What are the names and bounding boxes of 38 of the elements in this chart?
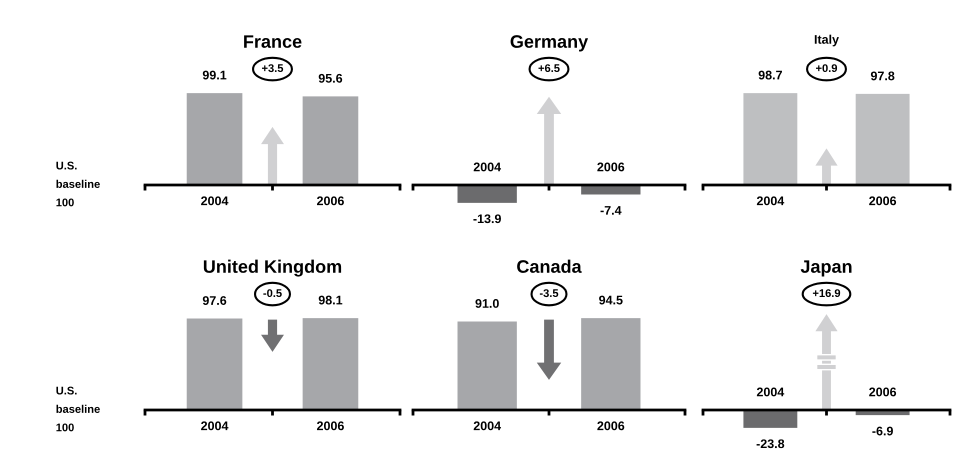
chart-title: Canada — [517, 260, 582, 273]
data-label: -13.9 — [473, 214, 501, 224]
chart-title: Japan — [800, 260, 852, 277]
x-tick-label: 2006 — [597, 421, 624, 430]
chart-title: United Kingdom — [204, 260, 342, 277]
x-tick-label: 2006 — [316, 421, 344, 430]
data-label: 97.8 — [870, 71, 894, 80]
chart-title: Italy — [814, 34, 839, 46]
x-tick-label: 2004 — [756, 388, 784, 396]
x-tick-label: 2006 — [869, 388, 896, 396]
x-tick-label: 2004 — [201, 421, 228, 430]
data-label: 98.7 — [758, 70, 782, 80]
text: -0.5 — [263, 289, 282, 298]
x-tick-label: 2006 — [869, 196, 896, 206]
data-label: -23.8 — [756, 439, 784, 448]
data-label: -7.4 — [600, 206, 622, 215]
x-tick-label: 2006 — [597, 162, 624, 172]
text: U.S. baseline 100 — [56, 162, 100, 206]
x-tick-label: 2004 — [201, 196, 228, 206]
chart-title: France — [244, 35, 302, 48]
data-label: 91.0 — [475, 299, 499, 308]
data-label: 99.1 — [202, 70, 226, 80]
text: +3.5 — [262, 64, 284, 72]
x-tick-label: 2004 — [756, 196, 784, 206]
text: -3.5 — [540, 289, 558, 298]
data-label: -6.9 — [872, 426, 893, 436]
x-tick-label: 2004 — [474, 162, 502, 172]
text: U.S. baseline 100 — [56, 386, 100, 432]
data-label: 97.6 — [202, 296, 226, 305]
x-tick-label: 2004 — [474, 421, 502, 430]
data-label: 94.5 — [599, 296, 623, 304]
text: +6.5 — [538, 64, 560, 72]
text: +16.9 — [812, 289, 840, 298]
data-label: 98.1 — [318, 296, 342, 304]
chart-title: Germany — [510, 35, 588, 52]
text: +0.9 — [816, 64, 838, 72]
data-label: 95.6 — [318, 74, 342, 83]
x-tick-label: 2006 — [316, 196, 344, 206]
